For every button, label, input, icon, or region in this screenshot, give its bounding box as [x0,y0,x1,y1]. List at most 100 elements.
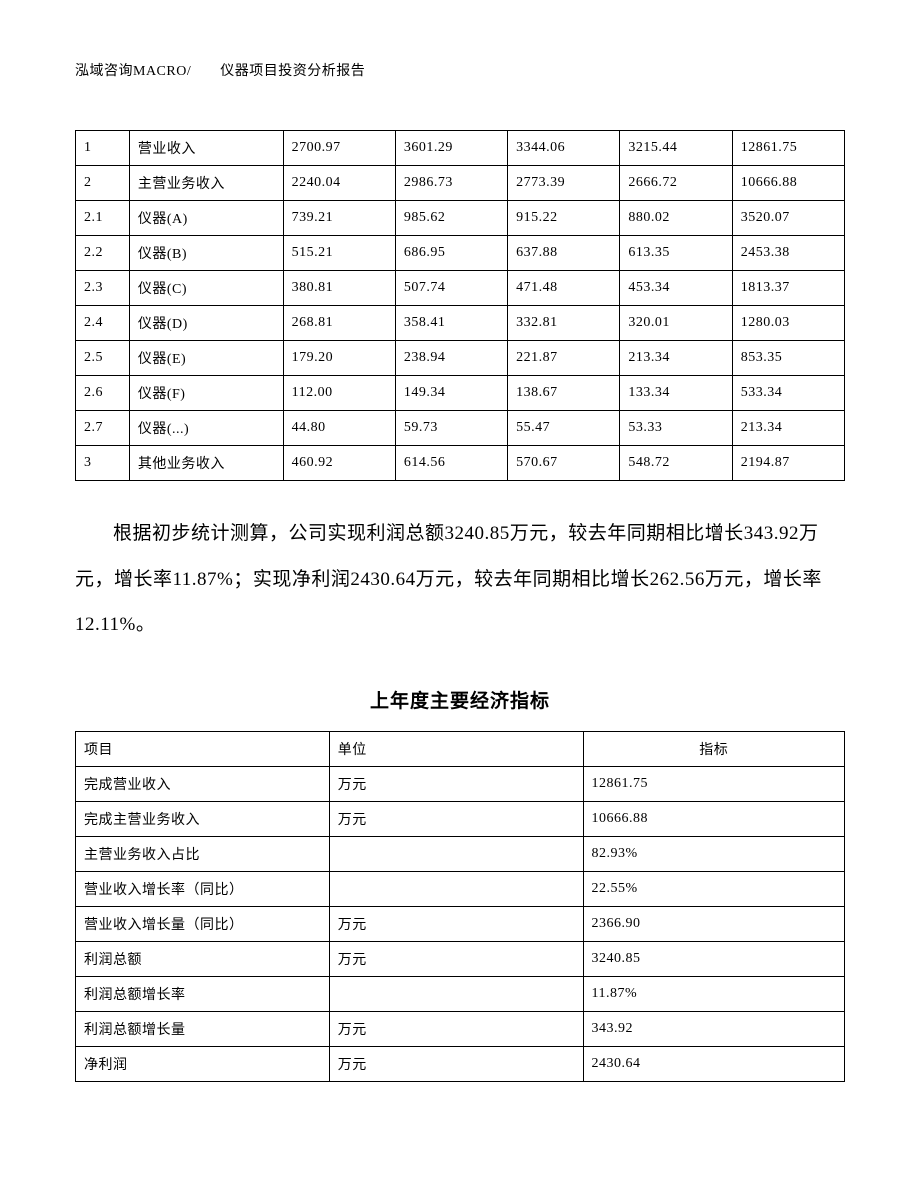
table-cell: 507.74 [395,271,507,306]
table-cell: 万元 [329,801,583,836]
table-row: 利润总额增长量万元343.92 [76,1011,845,1046]
table-cell: 221.87 [508,341,620,376]
table-row: 2.2仪器(B)515.21686.95637.88613.352453.38 [76,236,845,271]
table-cell: 880.02 [620,201,732,236]
table-row: 主营业务收入占比 82.93% [76,836,845,871]
table-row: 2.7仪器(...)44.8059.7355.4753.33213.34 [76,411,845,446]
indicator-table-body: 完成营业收入万元12861.75完成主营业务收入万元10666.88主营业务收入… [76,766,845,1081]
col-header-value: 指标 [583,731,844,766]
table-cell: 11.87% [583,976,844,1011]
table-cell: 1813.37 [732,271,844,306]
table-cell: 其他业务收入 [129,446,283,481]
table-cell: 仪器(A) [129,201,283,236]
table-cell: 万元 [329,906,583,941]
table-cell: 637.88 [508,236,620,271]
table-cell: 利润总额增长率 [76,976,330,1011]
table-cell: 613.35 [620,236,732,271]
indicator-table: 项目 单位 指标 完成营业收入万元12861.75完成主营业务收入万元10666… [75,731,845,1082]
table-cell: 12861.75 [583,766,844,801]
table-cell: 149.34 [395,376,507,411]
table-cell: 主营业务收入 [129,166,283,201]
section-title: 上年度主要经济指标 [75,686,845,713]
table-cell: 万元 [329,941,583,976]
table-cell: 213.34 [732,411,844,446]
col-header-unit: 单位 [329,731,583,766]
table-cell: 营业收入增长率（同比） [76,871,330,906]
table-cell: 460.92 [283,446,395,481]
header-text: 泓域咨询MACRO/ 仪器项目投资分析报告 [75,64,365,79]
table-row: 3其他业务收入460.92614.56570.67548.722194.87 [76,446,845,481]
table-cell: 10666.88 [732,166,844,201]
table-cell: 2.3 [76,271,130,306]
table-cell: 3520.07 [732,201,844,236]
table-cell: 471.48 [508,271,620,306]
table-cell: 53.33 [620,411,732,446]
table-row: 营业收入增长量（同比）万元2366.90 [76,906,845,941]
table-cell: 133.34 [620,376,732,411]
table-cell: 仪器(B) [129,236,283,271]
section-title-text: 上年度主要经济指标 [370,691,550,712]
table-cell: 686.95 [395,236,507,271]
table-cell: 12861.75 [732,131,844,166]
table-cell: 332.81 [508,306,620,341]
table-cell: 343.92 [583,1011,844,1046]
table-row: 利润总额增长率 11.87% [76,976,845,1011]
indicator-table-head: 项目 单位 指标 [76,731,845,766]
table-cell: 533.34 [732,376,844,411]
table-cell: 2.1 [76,201,130,236]
table-cell: 453.34 [620,271,732,306]
table-cell: 主营业务收入占比 [76,836,330,871]
table-cell: 138.67 [508,376,620,411]
table-cell: 3215.44 [620,131,732,166]
table-cell: 614.56 [395,446,507,481]
table-cell: 完成主营业务收入 [76,801,330,836]
table-cell: 营业收入 [129,131,283,166]
table-cell: 2 [76,166,130,201]
table-cell: 利润总额增长量 [76,1011,330,1046]
table-cell: 完成营业收入 [76,766,330,801]
table-cell: 利润总额 [76,941,330,976]
table-cell: 3 [76,446,130,481]
table-cell: 10666.88 [583,801,844,836]
table-cell: 55.47 [508,411,620,446]
table-row: 完成主营业务收入万元10666.88 [76,801,845,836]
table-row: 2.3仪器(C)380.81507.74471.48453.341813.37 [76,271,845,306]
table-cell: 915.22 [508,201,620,236]
table-row: 2.1仪器(A)739.21985.62915.22880.023520.07 [76,201,845,236]
table-cell [329,871,583,906]
table-cell: 570.67 [508,446,620,481]
revenue-table-body: 1营业收入2700.973601.293344.063215.4412861.7… [76,131,845,481]
table-cell: 2773.39 [508,166,620,201]
table-cell: 515.21 [283,236,395,271]
table-cell: 2.5 [76,341,130,376]
table-cell: 853.35 [732,341,844,376]
table-cell: 82.93% [583,836,844,871]
page-header: 泓域咨询MACRO/ 仪器项目投资分析报告 [75,60,845,80]
table-cell: 仪器(D) [129,306,283,341]
table-cell: 238.94 [395,341,507,376]
table-cell [329,836,583,871]
table-cell: 2.6 [76,376,130,411]
table-cell: 2.4 [76,306,130,341]
table-cell: 万元 [329,1046,583,1081]
table-cell: 985.62 [395,201,507,236]
revenue-table: 1营业收入2700.973601.293344.063215.4412861.7… [75,130,845,481]
table-cell: 179.20 [283,341,395,376]
table-cell: 2700.97 [283,131,395,166]
table-row: 完成营业收入万元12861.75 [76,766,845,801]
table-cell: 1280.03 [732,306,844,341]
table-cell: 万元 [329,766,583,801]
table-row: 2.5仪器(E)179.20238.94221.87213.34853.35 [76,341,845,376]
table-cell: 44.80 [283,411,395,446]
table-row: 1营业收入2700.973601.293344.063215.4412861.7… [76,131,845,166]
table-cell: 112.00 [283,376,395,411]
table-cell: 2.2 [76,236,130,271]
table-cell: 2986.73 [395,166,507,201]
table-row: 2主营业务收入2240.042986.732773.392666.7210666… [76,166,845,201]
table-cell: 3344.06 [508,131,620,166]
table-cell: 万元 [329,1011,583,1046]
table-cell: 380.81 [283,271,395,306]
table-cell: 仪器(...) [129,411,283,446]
table-cell: 1 [76,131,130,166]
table-cell: 320.01 [620,306,732,341]
